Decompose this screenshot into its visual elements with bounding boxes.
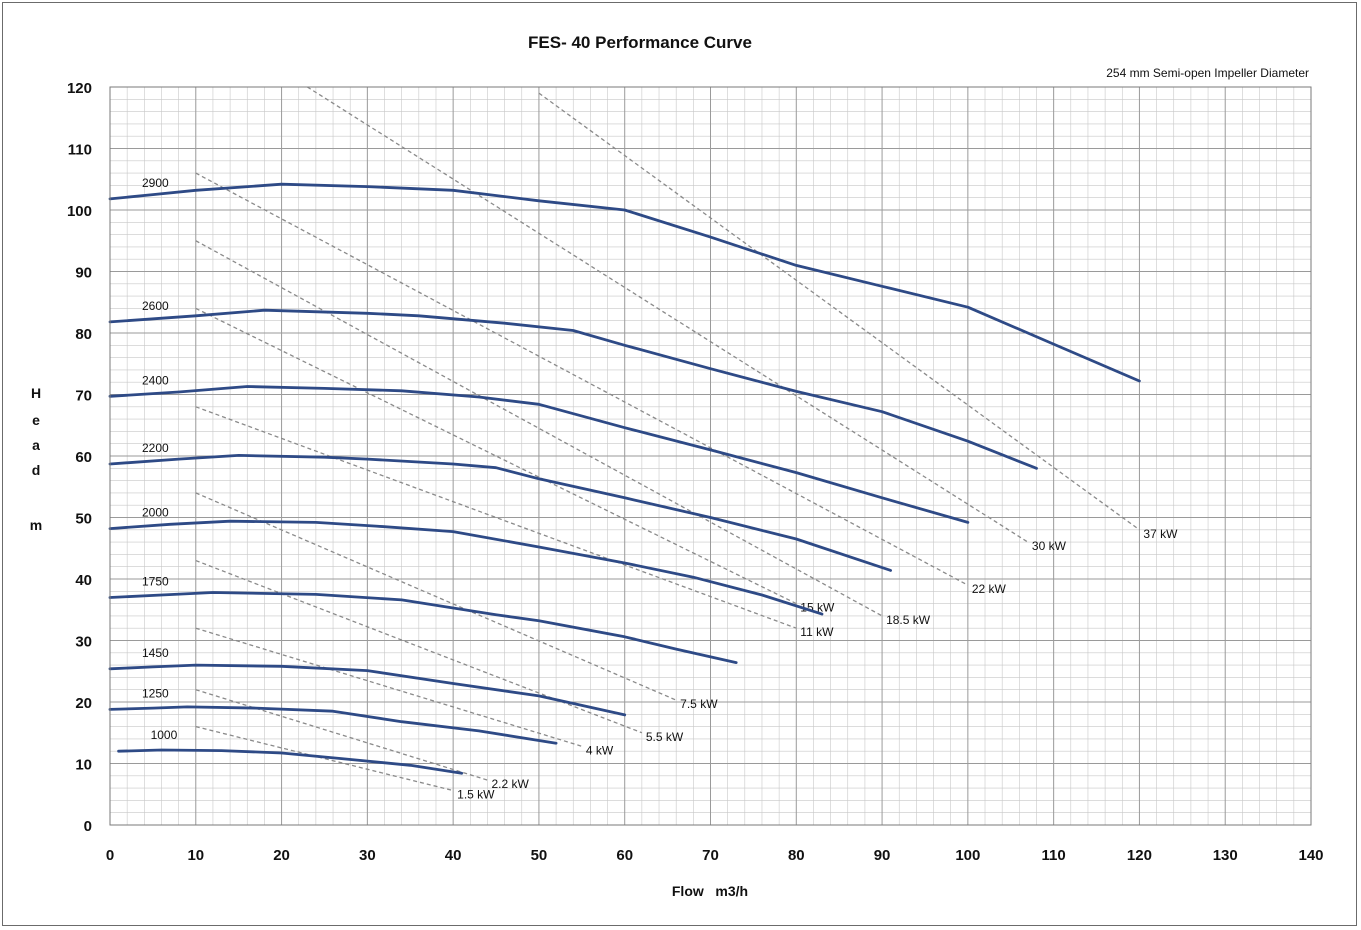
speed-curve [117, 748, 464, 775]
x-axis-label: Flow m3/h [672, 883, 748, 899]
y-tick-label: 100 [67, 203, 92, 220]
x-tick-label: 30 [359, 847, 376, 864]
speed-curve-label: 2600 [142, 299, 169, 313]
speed-curve [108, 591, 738, 664]
power-line [195, 559, 643, 734]
speed-curve [108, 453, 892, 572]
y-label-letter: e [32, 412, 40, 428]
x-tick-label: 100 [955, 847, 980, 864]
axes: 0 10 20 30 40 50 60 70 80 90 100 110 120 130 140 0 10 20 3… [67, 80, 1324, 864]
power-line-label: 30 kW [1032, 539, 1067, 553]
power-line [306, 86, 1029, 543]
power-line-label: 18.5 kW [886, 613, 931, 627]
y-tick-label: 0 [84, 818, 92, 835]
plot-border [109, 86, 1312, 826]
x-tick-label: 60 [616, 847, 633, 864]
speed-curves: 2900 2600 2400 2200 2000 1750 1450 1250 1000 [108, 176, 1141, 775]
power-line-label: 1.5 kW [457, 788, 495, 802]
power-line-label: 37 kW [1143, 527, 1178, 541]
speed-curve-label: 2200 [142, 441, 169, 455]
speed-curve-label: 2400 [142, 373, 169, 387]
chart-title: FES- 40 Performance Curve [528, 33, 752, 52]
power-line-label: 4 kW [586, 743, 614, 757]
speed-curve-label: 1250 [142, 686, 169, 700]
power-line-label: 22 kW [972, 582, 1007, 596]
power-line [195, 492, 677, 701]
y-tick-label: 60 [75, 449, 92, 466]
speed-curve-label: 2900 [142, 176, 169, 190]
y-tick-label: 20 [75, 695, 92, 712]
x-tick-label: 0 [106, 847, 114, 864]
speed-curve-label: 1750 [142, 574, 169, 588]
speed-curve [108, 705, 558, 745]
y-tick-label: 80 [75, 326, 92, 343]
power-line-label: 5.5 kW [646, 730, 684, 744]
y-tick-label: 70 [75, 388, 92, 405]
y-label-letter: H [31, 385, 41, 401]
speed-curve [108, 663, 627, 717]
speed-curve-label: 1450 [142, 646, 169, 660]
y-label-letter: d [32, 462, 41, 478]
y-tick-label: 120 [67, 80, 92, 97]
x-tick-label: 130 [1213, 847, 1238, 864]
x-tick-label: 120 [1127, 847, 1152, 864]
x-tick-label: 10 [187, 847, 204, 864]
x-tick-label: 50 [531, 847, 548, 864]
power-line [195, 240, 883, 617]
y-label-letter: a [32, 437, 40, 453]
power-line-label: 11 kW [800, 625, 834, 639]
power-line [195, 725, 454, 792]
power-line-label: 2.2 kW [491, 777, 529, 791]
y-tick-label: 50 [75, 511, 92, 528]
y-label-letter: m [30, 517, 42, 533]
speed-curve [108, 182, 1141, 383]
speed-curve [108, 308, 1038, 470]
speed-curve-label: 2000 [142, 506, 169, 520]
x-tick-label: 140 [1298, 847, 1323, 864]
speed-curve [108, 519, 824, 616]
x-tick-label: 70 [702, 847, 719, 864]
y-tick-label: 10 [75, 757, 92, 774]
power-line [538, 92, 1140, 531]
chart-subtitle: 254 mm Semi-open Impeller Diameter [1106, 66, 1309, 80]
speed-curve [108, 385, 970, 524]
x-tick-label: 80 [788, 847, 805, 864]
x-tick-label: 20 [273, 847, 290, 864]
y-tick-label: 110 [68, 142, 92, 159]
y-tick-label: 40 [75, 572, 92, 589]
power-line [195, 627, 583, 747]
y-tick-label: 90 [75, 265, 92, 282]
x-tick-label: 40 [445, 847, 462, 864]
power-line [195, 689, 488, 781]
x-tick-label: 110 [1042, 847, 1066, 864]
x-tick-label: 90 [874, 847, 891, 864]
y-tick-label: 30 [75, 634, 92, 651]
power-line [195, 406, 797, 629]
power-line [195, 172, 969, 586]
power-line-label: 7.5 kW [680, 697, 718, 711]
speed-curve-label: 1000 [151, 728, 178, 742]
